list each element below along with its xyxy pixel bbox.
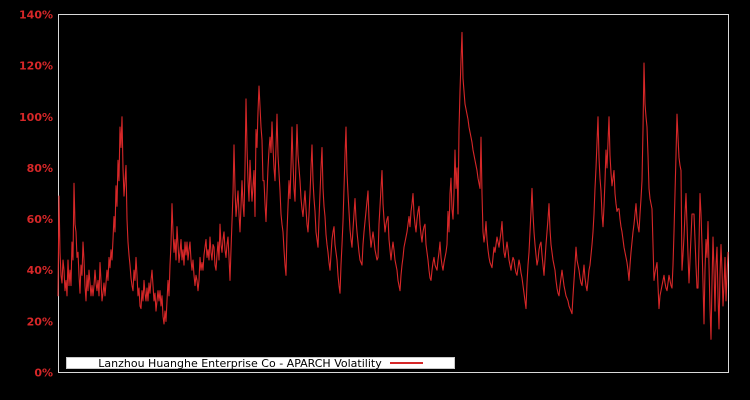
legend-line-sample-icon — [389, 362, 423, 364]
plot-frame — [58, 14, 729, 373]
y-tick-label: 0% — [34, 367, 53, 380]
y-tick-label: 20% — [27, 315, 53, 328]
y-tick-label: 140% — [19, 9, 53, 22]
y-tick-label: 60% — [27, 213, 53, 226]
legend-label: Lanzhou Huanghe Enterprise Co - APARCH V… — [98, 356, 382, 370]
y-axis-tick-labels: 0% 20% 40% 60% 80% 100% 120% 140% — [19, 9, 53, 380]
y-tick-label: 40% — [27, 264, 53, 277]
legend: Lanzhou Huanghe Enterprise Co - APARCH V… — [66, 357, 455, 369]
y-tick-label: 120% — [19, 60, 53, 73]
y-tick-label: 80% — [27, 162, 53, 175]
aparch-volatility-series-line — [57, 31, 729, 340]
y-tick-label: 100% — [19, 111, 53, 124]
